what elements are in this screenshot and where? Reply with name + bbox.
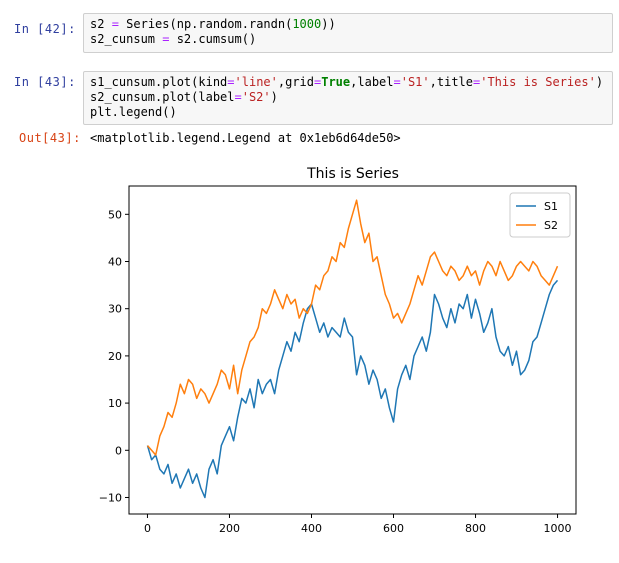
code-token: ,title [429, 75, 473, 89]
code-token: ,grid [277, 75, 314, 89]
code-editor[interactable]: s1_cunsum.plot(kind='line',grid=True,lab… [83, 71, 613, 125]
code-token: ,label [350, 75, 394, 89]
input-prompt: In [42]: [14, 22, 76, 36]
y-tick-label: 20 [108, 350, 122, 363]
code-token: s2_cunsum [90, 32, 163, 46]
x-tick-label: 800 [465, 522, 486, 535]
code-token: = [473, 75, 481, 89]
axis-ticks: 0 200 400 600 800 1000 −10 0 10 20 30 40 50 [99, 208, 572, 535]
series-line-S1 [146, 279, 559, 499]
code-token: = [234, 90, 242, 104]
legend-label-S1: S1 [544, 200, 558, 213]
legend-box [509, 192, 571, 238]
code-token: True [321, 75, 351, 89]
y-tick-label: 0 [115, 444, 122, 457]
y-tick-label: 10 [108, 397, 122, 410]
code-token: = [227, 75, 235, 89]
x-tick-label: 0 [144, 522, 151, 535]
chart-title: This is Series [306, 166, 399, 182]
code-token: s2.cumsum() [169, 32, 257, 46]
code-token: plt.legend() [90, 105, 177, 119]
x-tick-label: 200 [219, 522, 240, 535]
plot-area [146, 199, 559, 499]
legend-label-S2: S2 [544, 219, 558, 232]
code-token: 'line' [234, 75, 278, 89]
code-token: = [162, 32, 170, 46]
code-token: ) [595, 75, 604, 89]
code-editor[interactable]: s2 = Series(np.random.randn(1000)) s2_cu… [83, 13, 613, 53]
x-tick-label: 1000 [544, 522, 572, 535]
code-token: 'S1' [400, 75, 430, 89]
output-text: <matplotlib.legend.Legend at 0x1eb6d64de… [90, 131, 401, 145]
y-tick-label: −10 [99, 491, 122, 504]
code-token: )) [321, 17, 336, 31]
input-prompt: In [43]: [14, 75, 76, 89]
series-line-S2 [146, 199, 559, 456]
line-chart: This is Series 0 200 400 600 800 1000 −10 0 10 20… [99, 166, 577, 535]
plot-output: This is Series 0 200 400 600 800 1000 −10 0 10 20… [0, 156, 619, 559]
code-token: s2_cunsum.plot(label [90, 90, 235, 104]
code-line: s2_cunsum = s2.cumsum() [90, 32, 606, 47]
y-tick-label: 50 [108, 208, 122, 221]
code-token: s2 [90, 17, 112, 31]
code-line: plt.legend() [90, 105, 606, 120]
code-token: 1000 [292, 17, 322, 31]
code-token: ) [270, 90, 278, 104]
x-tick-label: 400 [301, 522, 322, 535]
code-line: s2_cunsum.plot(label='S2') [90, 90, 606, 105]
code-token: 'S2' [241, 90, 271, 104]
y-tick-label: 30 [108, 303, 122, 316]
code-token: 'This is Series' [480, 75, 596, 89]
y-tick-label: 40 [108, 256, 122, 269]
code-token: Series(np.random.randn( [118, 17, 293, 31]
output-prompt: Out[43]: [19, 131, 81, 145]
code-line: s2 = Series(np.random.randn(1000)) [90, 17, 606, 32]
code-token: = [111, 17, 119, 31]
axes-frame [128, 185, 577, 515]
x-tick-label: 600 [383, 522, 404, 535]
code-token: = [314, 75, 322, 89]
code-line: s1_cunsum.plot(kind='line',grid=True,lab… [90, 75, 606, 90]
code-token: s1_cunsum.plot(kind [90, 75, 228, 89]
code-token: = [393, 75, 401, 89]
